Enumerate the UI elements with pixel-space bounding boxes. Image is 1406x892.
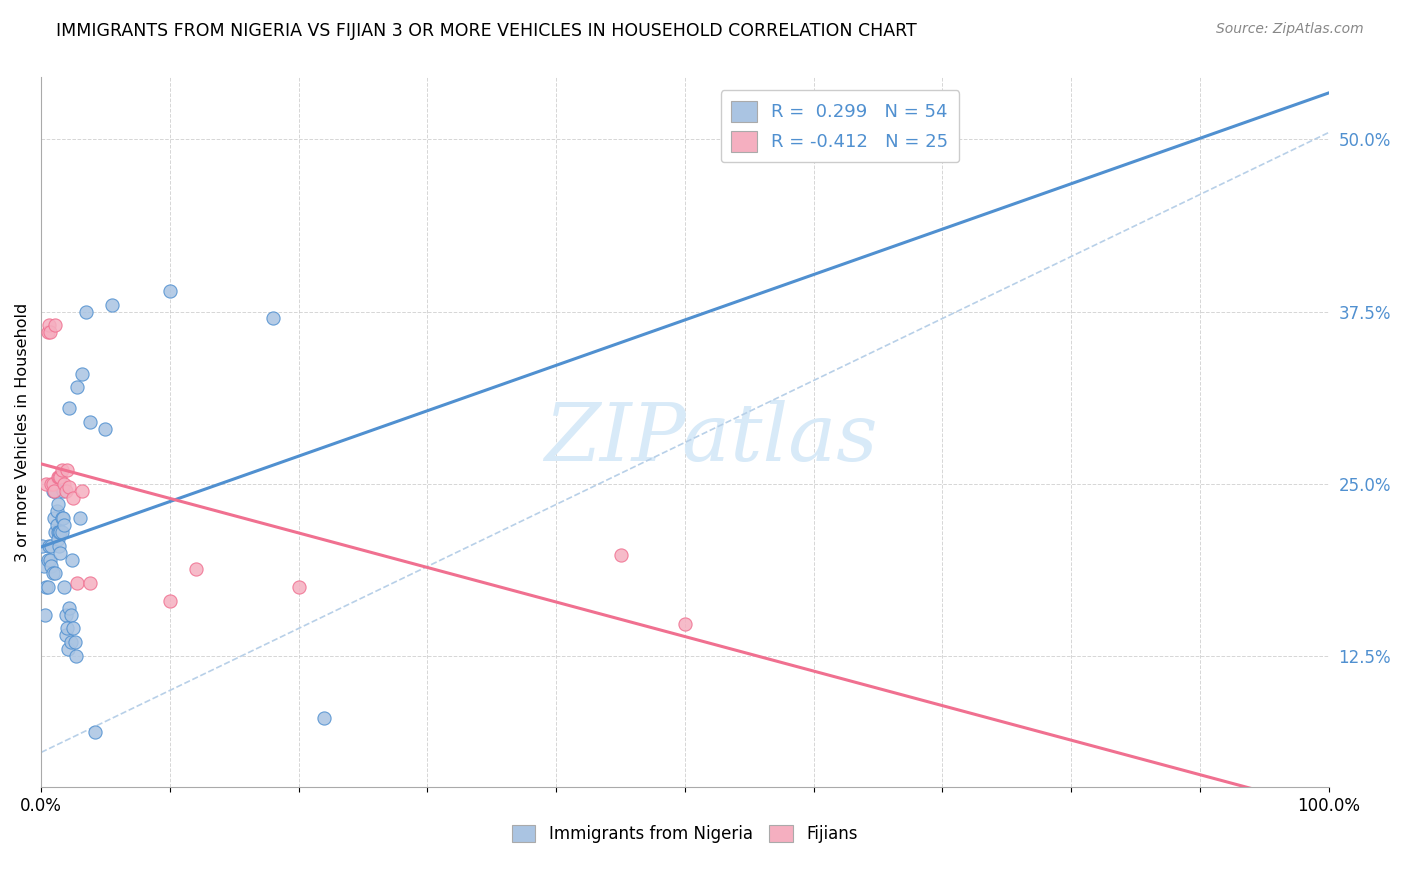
Point — [58, 600, 80, 615]
Point — [69, 511, 91, 525]
Point — [41, 566, 63, 581]
Point — [37, 326, 59, 340]
Point — [49, 546, 72, 560]
Point — [287, 580, 309, 594]
Point — [56, 622, 79, 636]
Point — [46, 532, 69, 546]
Point — [56, 642, 79, 657]
Point — [44, 524, 66, 539]
Point — [58, 401, 80, 415]
Point — [56, 463, 79, 477]
Point — [58, 479, 80, 493]
Point — [55, 628, 77, 642]
Point — [51, 511, 73, 525]
Point — [52, 511, 75, 525]
Point — [48, 539, 70, 553]
Point — [101, 298, 124, 312]
Point — [37, 580, 59, 594]
Point — [46, 470, 69, 484]
Y-axis label: 3 or more Vehicles in Household: 3 or more Vehicles in Household — [15, 302, 30, 562]
Point — [159, 594, 181, 608]
Point — [48, 470, 70, 484]
Point — [62, 622, 84, 636]
Point — [45, 518, 67, 533]
Point — [184, 562, 207, 576]
Point — [38, 318, 60, 333]
Point — [62, 491, 84, 505]
Point — [53, 580, 76, 594]
Point — [66, 576, 89, 591]
Point — [41, 539, 63, 553]
Point — [38, 539, 60, 553]
Point — [41, 476, 63, 491]
Point — [314, 711, 336, 725]
Point — [53, 518, 76, 533]
Point — [49, 524, 72, 539]
Point — [37, 552, 59, 566]
Point — [34, 607, 56, 622]
Legend: R =  0.299   N = 54, R = -0.412   N = 25: R = 0.299 N = 54, R = -0.412 N = 25 — [721, 90, 959, 162]
Text: IMMIGRANTS FROM NIGERIA VS FIJIAN 3 OR MORE VEHICLES IN HOUSEHOLD CORRELATION CH: IMMIGRANTS FROM NIGERIA VS FIJIAN 3 OR M… — [56, 22, 917, 40]
Point — [262, 311, 284, 326]
Point — [84, 724, 107, 739]
Point — [45, 504, 67, 518]
Point — [79, 415, 101, 429]
Point — [46, 524, 69, 539]
Point — [673, 617, 696, 632]
Point — [51, 463, 73, 477]
Point — [41, 559, 63, 574]
Point — [72, 367, 94, 381]
Point — [55, 483, 77, 498]
Text: Source: ZipAtlas.com: Source: ZipAtlas.com — [1216, 22, 1364, 37]
Point — [39, 552, 62, 566]
Point — [35, 476, 58, 491]
Point — [44, 566, 66, 581]
Point — [75, 304, 97, 318]
Point — [42, 483, 65, 498]
Point — [159, 284, 181, 298]
Text: ZIPatlas: ZIPatlas — [544, 401, 877, 478]
Point — [79, 576, 101, 591]
Point — [44, 318, 66, 333]
Point — [46, 498, 69, 512]
Point — [41, 476, 63, 491]
Point — [52, 483, 75, 498]
Point — [48, 524, 70, 539]
Point — [65, 648, 87, 663]
Point — [32, 559, 55, 574]
Point — [42, 511, 65, 525]
Point — [49, 470, 72, 484]
Point — [51, 524, 73, 539]
Point — [39, 326, 62, 340]
Point — [35, 580, 58, 594]
Point — [31, 539, 53, 553]
Point — [53, 476, 76, 491]
Point — [66, 380, 89, 394]
Point — [94, 422, 117, 436]
Point — [60, 552, 83, 566]
Point — [63, 635, 86, 649]
Point — [59, 607, 82, 622]
Point — [59, 635, 82, 649]
Point — [72, 483, 94, 498]
Point — [42, 483, 65, 498]
Point — [55, 607, 77, 622]
Point — [41, 483, 63, 498]
Point — [609, 549, 631, 563]
